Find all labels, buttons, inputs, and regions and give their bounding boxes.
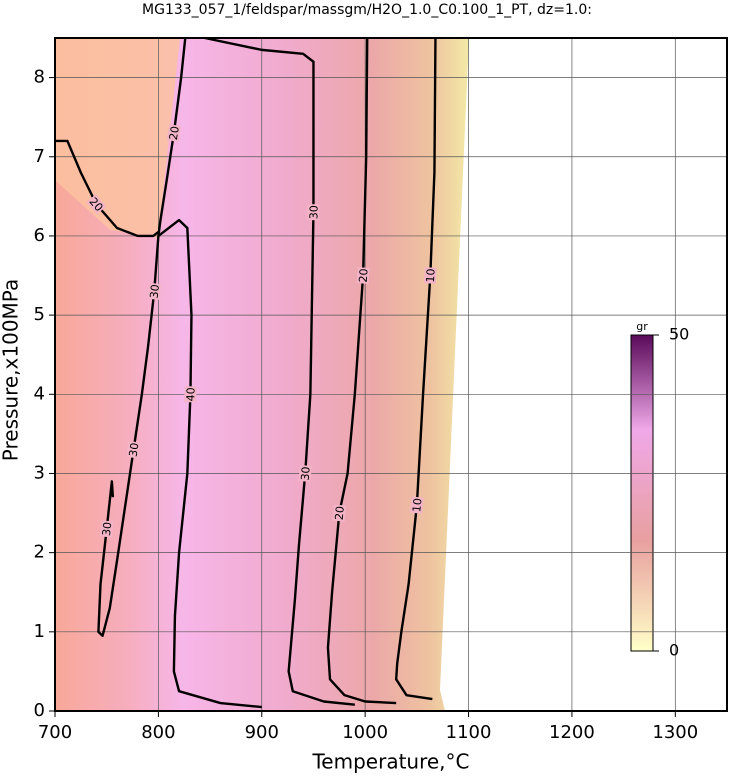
y-tick-label: 8 bbox=[34, 67, 45, 88]
contour-label-bg bbox=[184, 386, 197, 403]
contour-label: 10 bbox=[424, 268, 438, 283]
contour-label-group: 20 bbox=[166, 124, 182, 142]
contour-label: 30 bbox=[148, 284, 162, 299]
contour-label-bg bbox=[307, 204, 320, 221]
y-tick-label: 5 bbox=[34, 304, 45, 325]
contour-label: 20 bbox=[333, 506, 347, 521]
y-tick-label: 1 bbox=[34, 621, 45, 642]
x-tick-label: 900 bbox=[245, 722, 279, 743]
contour-label: 10 bbox=[410, 498, 424, 513]
contour-line bbox=[157, 37, 187, 237]
contour-label-bg bbox=[86, 194, 107, 215]
contour-label-bg bbox=[166, 124, 182, 142]
colorbar bbox=[630, 334, 654, 652]
contour-label-group: 30 bbox=[298, 464, 313, 482]
contour-label-bg bbox=[126, 440, 141, 459]
x-axis-label: Temperature,°C bbox=[311, 750, 469, 774]
contour-label-bg bbox=[298, 464, 312, 482]
contour-label-group: 30 bbox=[147, 282, 162, 300]
x-tick-label: 1300 bbox=[652, 722, 698, 743]
contour-label-bg bbox=[332, 504, 347, 522]
contour-label-group: 30 bbox=[99, 520, 114, 538]
x-tick-label: 1000 bbox=[342, 722, 388, 743]
contour-label-group: 10 bbox=[410, 496, 425, 514]
contour-label-group: 30 bbox=[307, 204, 321, 221]
contour-line bbox=[204, 36, 355, 706]
contour-label: 30 bbox=[127, 442, 142, 458]
contour-line bbox=[157, 218, 262, 709]
y-tick-label: 6 bbox=[34, 225, 45, 246]
contour-label-group: 20 bbox=[332, 504, 347, 522]
contour-line bbox=[55, 139, 160, 238]
y-tick-label: 0 bbox=[34, 700, 45, 721]
contour-label: 40 bbox=[184, 387, 198, 401]
y-tick-label: 7 bbox=[34, 146, 45, 167]
contour-label: 20 bbox=[167, 125, 182, 141]
contour-line bbox=[97, 235, 160, 637]
y-tick-label: 2 bbox=[34, 542, 45, 563]
y-tick-label: 4 bbox=[34, 383, 45, 404]
x-tick-label: 700 bbox=[38, 722, 72, 743]
y-tick-label: 3 bbox=[34, 462, 45, 483]
contour-label-group: 40 bbox=[184, 386, 198, 403]
contour-label-group: 30 bbox=[126, 440, 142, 459]
contour-label-bg bbox=[410, 496, 424, 514]
x-tick-label: 1100 bbox=[446, 722, 492, 743]
contour-line bbox=[326, 37, 397, 705]
y-axis-label: Pressure,x100MPa bbox=[0, 279, 23, 461]
contour-label-bg bbox=[356, 267, 370, 284]
contour-line bbox=[394, 37, 437, 701]
chart-title: MG133_057_1/feldspar/massgm/H2O_1.0_C0.1… bbox=[142, 2, 592, 18]
contour-label-bg bbox=[423, 267, 437, 284]
colorbar-label: gr bbox=[636, 320, 648, 333]
colorbar-tick-label: 0 bbox=[669, 641, 679, 660]
contour-label: 30 bbox=[299, 466, 313, 481]
contour-label-group: 10 bbox=[423, 267, 438, 284]
field-fill-upper-left bbox=[55, 38, 180, 238]
contour-label: 20 bbox=[357, 268, 371, 283]
colorbar-tick-label: 50 bbox=[669, 325, 689, 344]
contour-label: 30 bbox=[100, 521, 114, 536]
contour-label: 30 bbox=[307, 205, 320, 219]
contour-label-bg bbox=[147, 282, 162, 300]
contour-label-group: 20 bbox=[356, 267, 371, 284]
plot-frame bbox=[54, 37, 728, 712]
contour-label-bg bbox=[99, 520, 114, 538]
x-tick-label: 1200 bbox=[549, 722, 595, 743]
x-tick-label: 800 bbox=[141, 722, 175, 743]
